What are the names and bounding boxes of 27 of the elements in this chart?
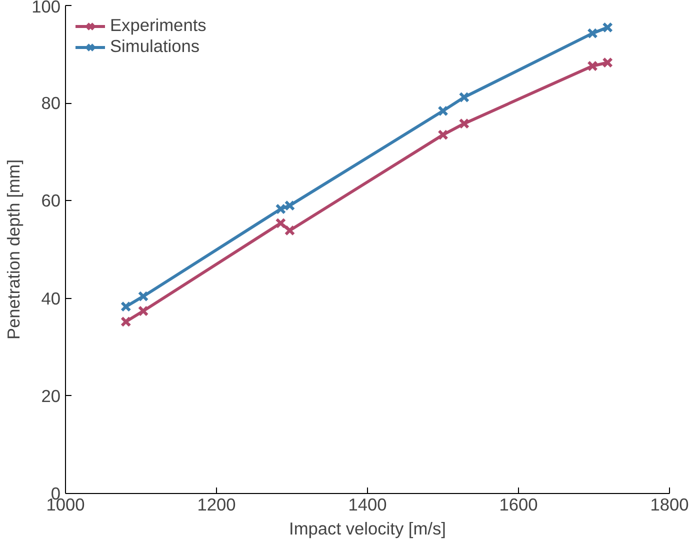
point — [284, 225, 296, 236]
x-tick-label: 1200 — [197, 494, 236, 514]
point — [602, 57, 613, 68]
legend-label: Experiments — [110, 15, 206, 36]
point — [138, 306, 149, 316]
x-axis-title: Impact velocity [m/s] — [289, 518, 446, 538]
y-tick-label: 80 — [41, 93, 61, 114]
point — [275, 218, 286, 229]
point — [587, 28, 598, 39]
point — [138, 290, 149, 302]
y-tick-label: 100 — [32, 0, 61, 16]
x-tick-label: 1400 — [348, 494, 387, 514]
y-tick-label: 60 — [41, 190, 61, 211]
point — [587, 60, 598, 72]
x-tick-label: 1800 — [650, 494, 689, 514]
legend-label: Simulations — [110, 36, 200, 57]
point — [438, 106, 448, 116]
x-tick-label: 1600 — [499, 494, 538, 514]
point — [438, 129, 448, 140]
point — [602, 22, 613, 33]
y-tick-label: 20 — [41, 386, 61, 406]
y-axis-title: Penetration depth [mm] — [4, 159, 24, 340]
point — [458, 118, 470, 129]
y-tick-label: 40 — [41, 288, 61, 308]
point — [120, 301, 132, 312]
point — [458, 92, 470, 103]
point — [120, 316, 132, 328]
